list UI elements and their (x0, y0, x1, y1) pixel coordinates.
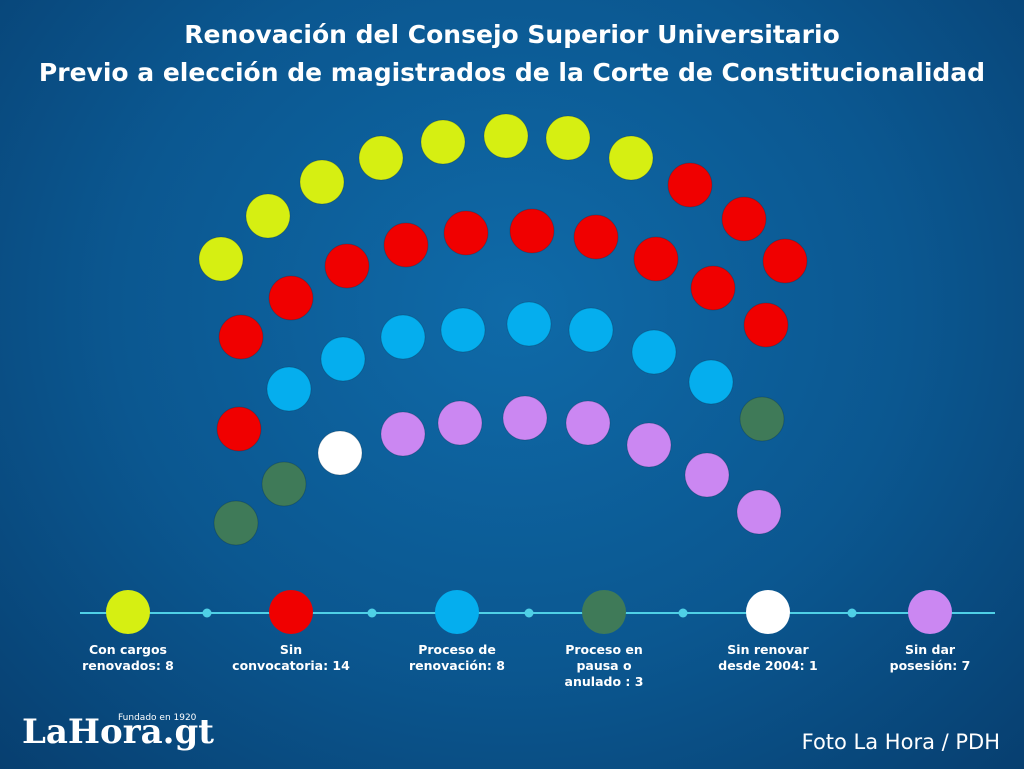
legend-dot (524, 608, 534, 618)
legend-label: Proceso de renovación: 8 (409, 642, 505, 673)
legend-label: Proceso en pausa o anulado : 3 (564, 642, 644, 689)
legend-label: Sin convocatoria: 14 (232, 642, 350, 673)
seat (440, 307, 486, 353)
legend-label: Sin dar posesión: 7 (889, 642, 971, 673)
seat (608, 135, 654, 181)
seat (739, 396, 785, 442)
seat (483, 113, 529, 159)
seat (573, 214, 619, 260)
seat (358, 135, 404, 181)
seat (324, 243, 370, 289)
legend-swatch (269, 590, 313, 634)
seat (317, 430, 363, 476)
seat (667, 162, 713, 208)
legend-dot (847, 608, 857, 618)
seat (690, 265, 736, 311)
chart-title: Renovación del Consejo Superior Universi… (184, 20, 840, 49)
seat (213, 500, 259, 546)
seat (502, 395, 548, 441)
legend-swatch (582, 590, 626, 634)
legend-label: Sin renovar desde 2004: 1 (718, 642, 818, 673)
seat (320, 336, 366, 382)
seat (266, 366, 312, 412)
seat (218, 314, 264, 360)
seat (383, 222, 429, 268)
seat (261, 461, 307, 507)
seat (545, 115, 591, 161)
logo-tagline: Fundado en 1920 (118, 713, 197, 723)
legend-dot (367, 608, 377, 618)
seat (299, 159, 345, 205)
seat (437, 400, 483, 446)
seat (198, 236, 244, 282)
seat (216, 406, 262, 452)
legend-swatch (908, 590, 952, 634)
seat (420, 119, 466, 165)
legend-label: Con cargos renovados: 8 (82, 642, 174, 673)
seat (762, 238, 808, 284)
photo-credit: Foto La Hora / PDH (801, 730, 1000, 754)
seat (736, 489, 782, 535)
seat (631, 329, 677, 375)
seat (743, 302, 789, 348)
seat (509, 208, 555, 254)
seat (721, 196, 767, 242)
legend-swatch (435, 590, 479, 634)
seat (633, 236, 679, 282)
logo: LaHora.gt (22, 712, 214, 752)
seat (688, 359, 734, 405)
seat (565, 400, 611, 446)
legend-swatch (106, 590, 150, 634)
seat (506, 301, 552, 347)
seat (626, 422, 672, 468)
chart-subtitle: Previo a elección de magistrados de la C… (38, 58, 986, 87)
seat (380, 314, 426, 360)
seat (245, 193, 291, 239)
seat (380, 411, 426, 457)
seat (568, 307, 614, 353)
legend-swatch (746, 590, 790, 634)
seat (684, 452, 730, 498)
seat (443, 210, 489, 256)
legend-dot (202, 608, 212, 618)
legend-dot (678, 608, 688, 618)
seat (268, 275, 314, 321)
